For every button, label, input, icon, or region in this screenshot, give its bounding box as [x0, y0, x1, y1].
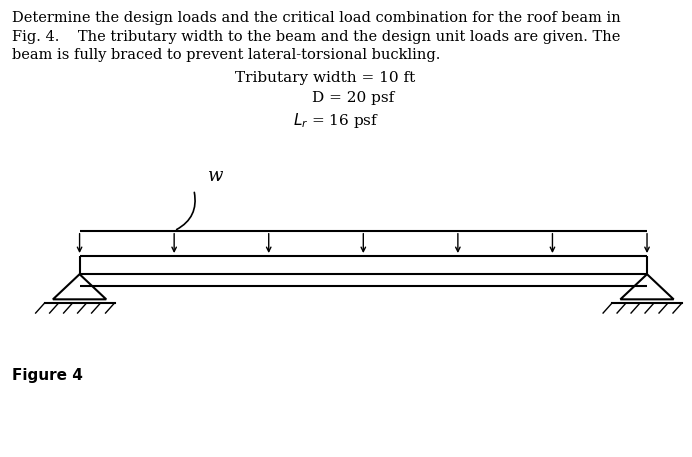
Text: D = 20 psf: D = 20 psf [312, 91, 394, 106]
Text: w: w [208, 167, 223, 185]
Text: Figure 4: Figure 4 [12, 368, 83, 383]
Text: Fig. 4.    The tributary width to the beam and the design unit loads are given. : Fig. 4. The tributary width to the beam … [12, 30, 621, 44]
Text: $L_r$ = 16 psf: $L_r$ = 16 psf [293, 111, 379, 130]
Text: Tributary width = 10 ft: Tributary width = 10 ft [235, 71, 415, 85]
Text: Determine the design loads and the critical load combination for the roof beam i: Determine the design loads and the criti… [12, 11, 621, 26]
Text: beam is fully braced to prevent lateral-torsional buckling.: beam is fully braced to prevent lateral-… [12, 48, 441, 62]
